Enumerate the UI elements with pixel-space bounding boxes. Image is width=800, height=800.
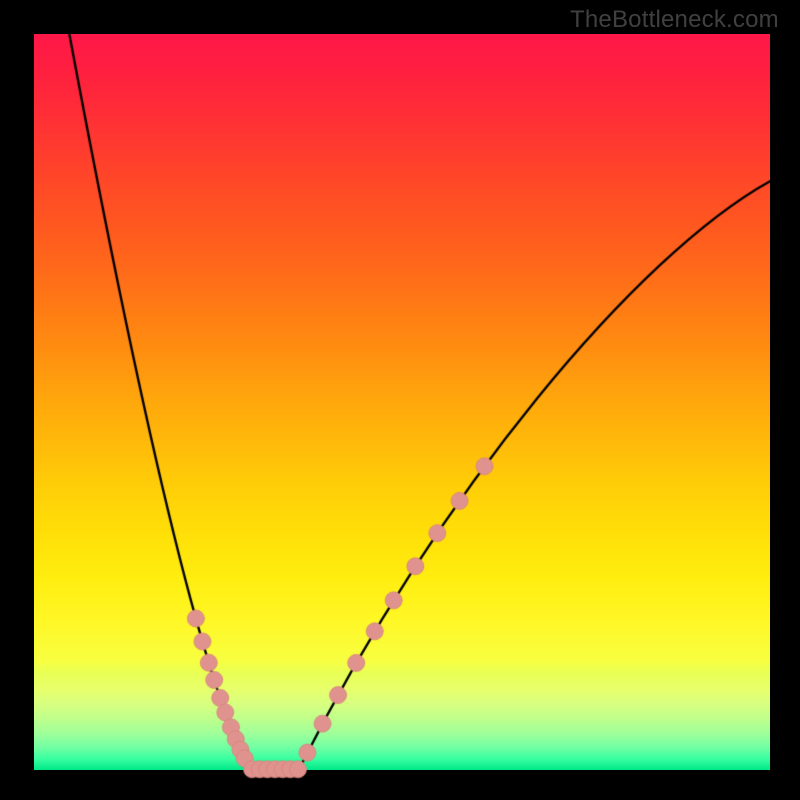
v-curve-plot (0, 0, 800, 800)
watermark-text: TheBottleneck.com (570, 6, 779, 34)
chart-stage: TheBottleneck.com (0, 0, 800, 800)
